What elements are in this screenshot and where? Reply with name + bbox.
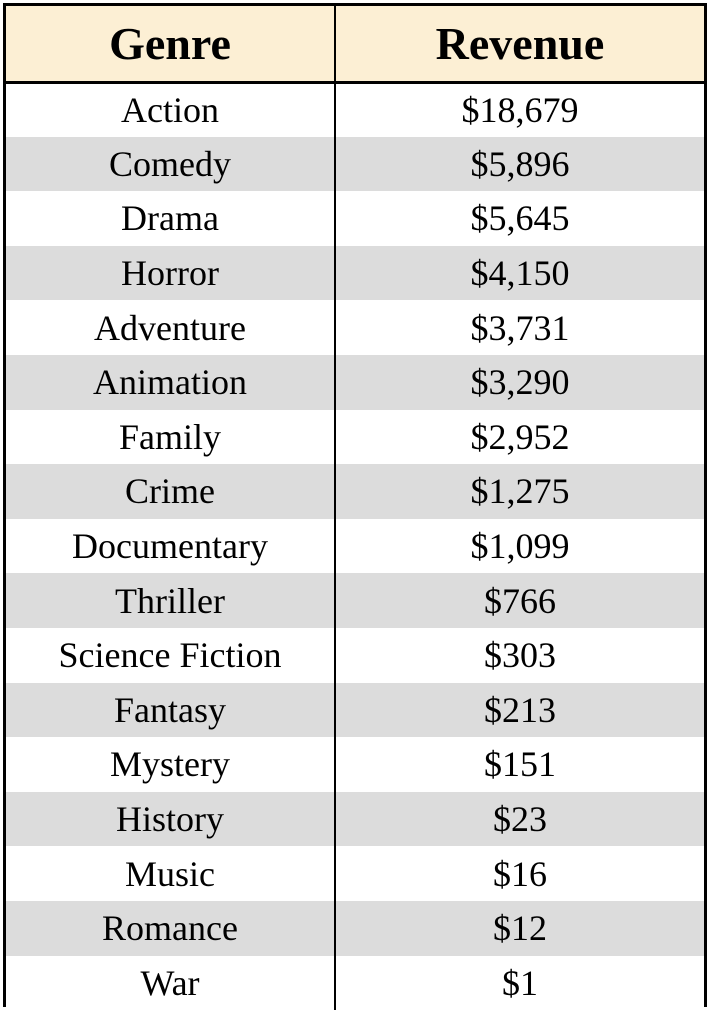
header-row: Genre Revenue: [6, 6, 704, 84]
genre-cell: Documentary: [6, 518, 336, 574]
revenue-cell: $4,150: [470, 253, 570, 294]
revenue-cell: $23: [493, 799, 547, 840]
genre-cell: War: [6, 955, 336, 1011]
table-row: Music $16: [6, 846, 704, 901]
revenue-cell: $3,731: [470, 307, 570, 348]
genre-cell: Drama: [6, 191, 336, 246]
revenue-cell: $16: [493, 853, 547, 894]
revenue-cell: $5,896: [470, 143, 570, 184]
revenue-cell: $213: [484, 689, 556, 730]
table-row: Fantasy $213: [6, 682, 704, 738]
table-row: Mystery $151: [6, 737, 704, 792]
genre-cell: Comedy: [6, 136, 336, 192]
table-row: War $1: [6, 955, 704, 1011]
genre-cell: Music: [6, 846, 336, 901]
revenue-cell: $3,290: [470, 362, 570, 403]
revenue-cell: $1,275: [470, 471, 570, 512]
genre-cell: Thriller: [6, 573, 336, 628]
genre-cell: Fantasy: [6, 682, 336, 738]
table-row: History $23: [6, 791, 704, 847]
data-table: Genre Revenue Action $18,679 Comedy $5,896 D…: [6, 6, 704, 1011]
table-body: Action $18,679 Comedy $5,896 Drama $5,645 Horr…: [6, 82, 704, 1011]
revenue-cell: $18,679: [461, 90, 579, 131]
revenue-cell: $151: [484, 744, 556, 785]
genre-cell: Horror: [6, 245, 336, 301]
table-row: Family $2,952: [6, 409, 704, 465]
genre-cell: Romance: [6, 900, 336, 956]
table-row: Science Fiction $303: [6, 627, 704, 683]
genre-cell: Family: [6, 409, 336, 465]
revenue-cell: $12: [493, 908, 547, 949]
table-header: Genre Revenue: [6, 6, 704, 84]
table-row: Thriller $766: [6, 573, 704, 628]
genre-cell: Action: [6, 82, 336, 137]
table-row: Animation $3,290: [6, 354, 704, 410]
revenue-cell: $2,952: [470, 416, 570, 457]
revenue-cell: $303: [484, 635, 556, 676]
column-header-genre: Genre: [6, 6, 336, 84]
genre-cell: Animation: [6, 354, 336, 410]
table-row: Horror $4,150: [6, 245, 704, 301]
revenue-cell: $1: [502, 962, 538, 1003]
genre-revenue-table: Genre Revenue Action $18,679 Comedy $5,896 D…: [3, 3, 707, 1011]
genre-cell: Crime: [6, 464, 336, 519]
table-row: Drama $5,645: [6, 191, 704, 246]
revenue-cell: $1,099: [470, 526, 570, 567]
genre-cell: History: [6, 791, 336, 847]
table-row: Action $18,679: [6, 82, 704, 137]
table-row: Comedy $5,896: [6, 136, 704, 192]
genre-cell: Adventure: [6, 300, 336, 355]
table-row: Documentary $1,099: [6, 518, 704, 574]
table-row: Romance $12: [6, 900, 704, 956]
column-header-revenue: Revenue: [335, 6, 704, 84]
genre-cell: Mystery: [6, 737, 336, 792]
revenue-cell: $766: [484, 580, 556, 621]
revenue-cell: $5,645: [470, 198, 570, 239]
table-row: Adventure $3,731: [6, 300, 704, 355]
genre-cell: Science Fiction: [6, 627, 336, 683]
table-row: Crime $1,275: [6, 464, 704, 519]
